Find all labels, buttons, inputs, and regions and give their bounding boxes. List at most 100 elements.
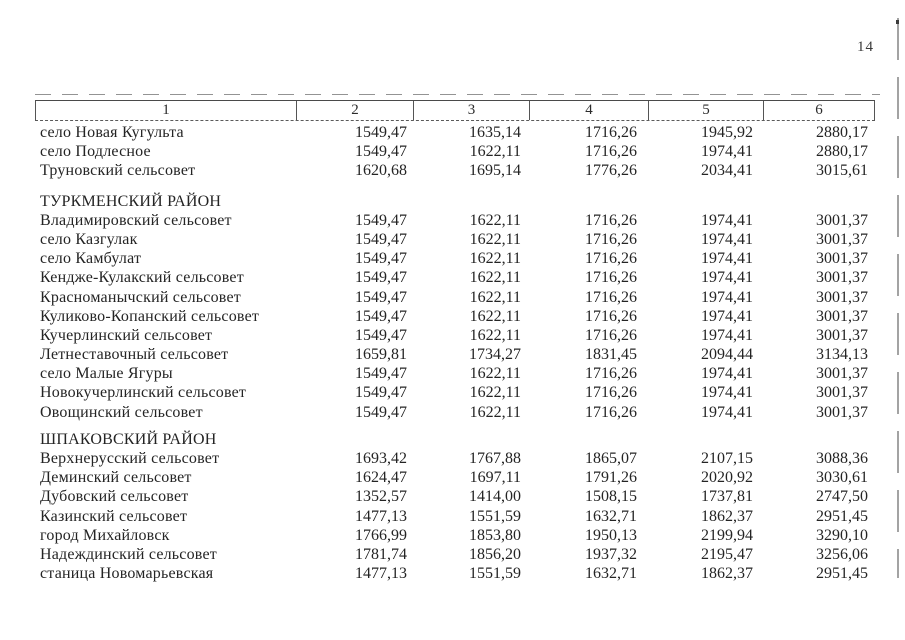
row-name: село Казгулак — [40, 230, 138, 248]
row-value: 1737,81 — [701, 488, 753, 506]
row-value: 2880,17 — [816, 124, 868, 141]
row-name: Верхнерусский сельсовет — [40, 450, 220, 467]
column-header-4: 4 — [529, 101, 648, 120]
row-value: 1945,92 — [701, 124, 753, 141]
row-value: 3134,13 — [816, 346, 868, 364]
row-value: 1974,41 — [701, 230, 753, 248]
row-name: село Подлесное — [40, 143, 151, 161]
section-title-row: ТУРКМЕНСКИЙ РАЙОН — [35, 192, 875, 211]
row-value: 1624,47 — [355, 469, 407, 487]
row-value: 2094,44 — [701, 346, 753, 364]
table-row: Кендже-Кулакский сельсовет 1549,47 1622,11… — [35, 268, 875, 287]
row-value: 1950,13 — [585, 526, 637, 544]
row-value: 1853,80 — [469, 526, 521, 544]
row-value: 1716,26 — [585, 326, 637, 344]
row-value: 1856,20 — [469, 545, 521, 563]
row-value: 1974,41 — [701, 269, 753, 287]
row-value: 1549,47 — [355, 124, 407, 141]
column-header-1: 1 — [162, 102, 170, 118]
row-value: 3290,10 — [816, 526, 868, 544]
row-value: 1549,47 — [355, 326, 407, 344]
row-value: 1549,47 — [355, 269, 407, 287]
table-row: село Новая Кугульта 1549,47 1635,14 1716,26… — [35, 123, 875, 142]
table-row: село Подлесное 1549,47 1622,11 1716,26 1974,… — [35, 142, 875, 161]
row-value: 1659,81 — [355, 346, 407, 364]
row-value: 1974,41 — [701, 326, 753, 344]
row-value: 1697,11 — [469, 469, 521, 487]
table-row: село Казгулак 1549,47 1622,11 1716,26 1974,4… — [35, 230, 875, 249]
row-name: Красноманычский сельсовет — [40, 288, 241, 306]
row-name: Дубовский сельсовет — [40, 488, 189, 506]
table-row: Надеждинский сельсовет 1781,74 1856,20 1937… — [35, 545, 875, 564]
row-value: 1622,11 — [469, 250, 521, 268]
row-value: 3015,61 — [816, 162, 868, 180]
table-row: Кучерлинский сельсовет 1549,47 1622,11 1716… — [35, 326, 875, 345]
row-value: 1974,41 — [701, 143, 753, 161]
row-value: 1551,59 — [469, 565, 521, 583]
row-name: село Новая Кугульта — [40, 124, 184, 141]
row-value: 1549,47 — [355, 250, 407, 268]
row-value: 1865,07 — [585, 450, 637, 467]
row-value: 1716,26 — [585, 230, 637, 248]
row-value: 1716,26 — [585, 384, 637, 402]
row-value: 1549,47 — [355, 211, 407, 229]
row-value: 3001,37 — [816, 326, 868, 344]
row-value: 2880,17 — [816, 143, 868, 161]
row-value: 3001,37 — [816, 250, 868, 268]
row-name: Кучерлинский сельсовет — [40, 326, 213, 344]
scan-edge-artifact-line — [897, 18, 899, 578]
page-number: 14 — [857, 39, 874, 55]
table-row: город Михайловск 1766,99 1853,80 1950,13 219… — [35, 526, 875, 545]
row-value: 1974,41 — [701, 307, 753, 325]
table-row: Куликово-Копанский сельсовет 1549,47 1622,… — [35, 307, 875, 326]
column-header-3: 3 — [413, 101, 529, 120]
row-name: Новокучерлинский сельсовет — [40, 384, 247, 402]
row-value: 3001,37 — [816, 365, 868, 383]
row-value: 3001,37 — [816, 230, 868, 248]
row-value: 1622,11 — [469, 288, 521, 306]
row-value: 3001,37 — [816, 307, 868, 325]
table-row: село Малые Ягуры 1549,47 1622,11 1716,26 197… — [35, 364, 875, 383]
row-value: 2195,47 — [701, 545, 753, 563]
row-value: 1635,14 — [469, 124, 521, 141]
row-name: Деминский сельсовет — [40, 469, 192, 487]
row-value: 1974,41 — [701, 250, 753, 268]
row-value: 1622,11 — [469, 230, 521, 248]
row-value: 1549,47 — [355, 143, 407, 161]
row-name: станица Новомарьевская — [40, 565, 214, 583]
table-row: Дубовский сельсовет 1352,57 1414,00 1508,15… — [35, 487, 875, 506]
row-name: Овощинский сельсовет — [40, 403, 203, 421]
row-value: 1622,11 — [469, 326, 521, 344]
row-value: 1695,14 — [469, 162, 521, 180]
row-value: 3001,37 — [816, 384, 868, 402]
column-header-5: 5 — [648, 101, 763, 120]
row-value: 1862,37 — [701, 507, 753, 525]
row-value: 2747,50 — [816, 488, 868, 506]
row-value: 2951,45 — [816, 565, 868, 583]
row-value: 1622,11 — [469, 211, 521, 229]
row-value: 2107,15 — [701, 450, 753, 467]
section-title-row: ШПАКОВСКИЙ РАЙОН — [35, 430, 875, 449]
row-value: 1716,26 — [585, 211, 637, 229]
row-value: 3001,37 — [816, 403, 868, 421]
row-value: 1974,41 — [701, 403, 753, 421]
row-name: Надеждинский сельсовет — [40, 545, 217, 563]
row-name: село Камбулат — [40, 250, 142, 268]
row-value: 1549,47 — [355, 365, 407, 383]
row-value: 1549,47 — [355, 403, 407, 421]
row-value: 2951,45 — [816, 507, 868, 525]
row-value: 1549,47 — [355, 288, 407, 306]
row-value: 1414,00 — [469, 488, 521, 506]
row-value: 1937,32 — [585, 545, 637, 563]
row-name: село Малые Ягуры — [40, 365, 173, 383]
column-header-2: 2 — [296, 101, 413, 120]
section-title: ШПАКОВСКИЙ РАЙОН — [40, 430, 217, 448]
row-value: 3088,36 — [816, 450, 868, 467]
row-value: 1632,71 — [585, 507, 637, 525]
table-row: Казинский сельсовет 1477,13 1551,59 1632,71… — [35, 507, 875, 526]
row-value: 1622,11 — [469, 143, 521, 161]
row-name: Казинский сельсовет — [40, 507, 188, 525]
scan-artifact-dashed-line — [35, 94, 880, 95]
row-name: Кендже-Кулакский сельсовет — [40, 269, 244, 287]
table-row: Красноманычский сельсовет 1549,47 1622,11 1… — [35, 288, 875, 307]
